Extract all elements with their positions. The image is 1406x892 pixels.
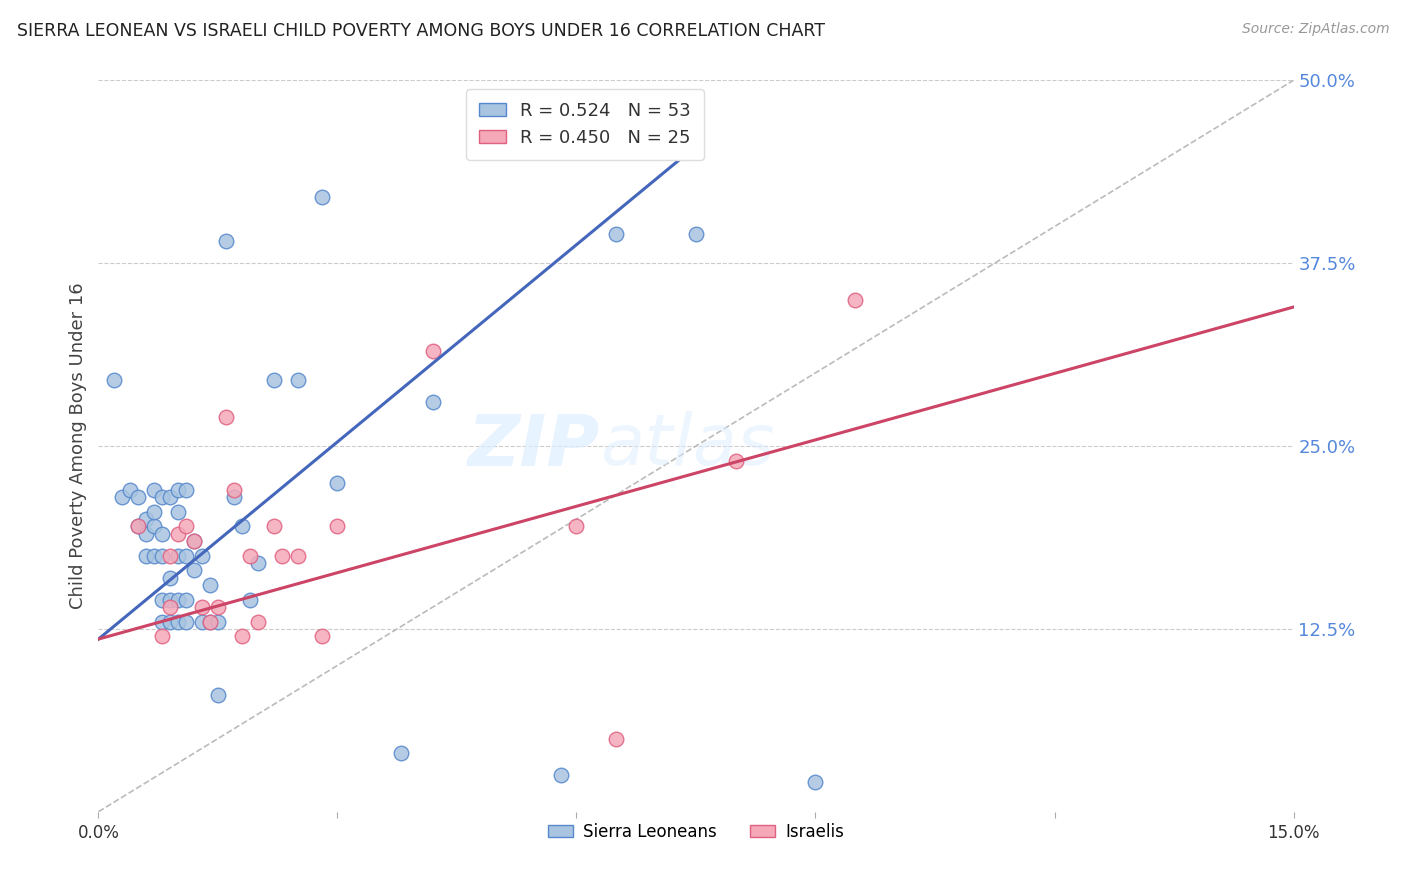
Point bbox=[198, 578, 221, 592]
Point bbox=[150, 615, 173, 629]
Point bbox=[183, 563, 205, 577]
Point bbox=[191, 615, 214, 629]
Point bbox=[326, 519, 349, 533]
Point bbox=[231, 629, 253, 643]
Point bbox=[422, 343, 444, 358]
Point bbox=[270, 549, 292, 563]
Point bbox=[167, 592, 190, 607]
Point bbox=[311, 190, 333, 204]
Point bbox=[135, 526, 157, 541]
Point bbox=[159, 592, 181, 607]
Point bbox=[246, 615, 269, 629]
Point bbox=[222, 483, 245, 497]
Point bbox=[127, 490, 149, 504]
Point bbox=[159, 571, 181, 585]
Point bbox=[311, 629, 333, 643]
Point bbox=[127, 519, 149, 533]
Point bbox=[159, 490, 181, 504]
Point bbox=[231, 519, 253, 533]
Point bbox=[127, 519, 149, 533]
Point bbox=[159, 599, 181, 614]
Point bbox=[191, 549, 214, 563]
Point bbox=[150, 629, 173, 643]
Text: ZIP: ZIP bbox=[468, 411, 600, 481]
Point bbox=[174, 549, 197, 563]
Point bbox=[167, 615, 190, 629]
Point bbox=[550, 768, 572, 782]
Point bbox=[159, 549, 181, 563]
Point bbox=[174, 592, 197, 607]
Point bbox=[111, 490, 134, 504]
Point bbox=[103, 373, 125, 387]
Point bbox=[565, 519, 588, 533]
Point bbox=[263, 373, 285, 387]
Point bbox=[183, 534, 205, 549]
Point bbox=[143, 549, 166, 563]
Point bbox=[207, 688, 229, 702]
Point bbox=[191, 599, 214, 614]
Point bbox=[263, 519, 285, 533]
Point bbox=[183, 534, 205, 549]
Legend: Sierra Leoneans, Israelis: Sierra Leoneans, Israelis bbox=[541, 816, 851, 847]
Point bbox=[135, 549, 157, 563]
Point bbox=[287, 373, 309, 387]
Point bbox=[222, 490, 245, 504]
Point bbox=[685, 227, 707, 241]
Point bbox=[174, 483, 197, 497]
Point bbox=[239, 549, 262, 563]
Point bbox=[167, 483, 190, 497]
Point bbox=[143, 519, 166, 533]
Point bbox=[174, 519, 197, 533]
Point bbox=[174, 615, 197, 629]
Point bbox=[167, 505, 190, 519]
Point bbox=[215, 409, 238, 424]
Point bbox=[246, 556, 269, 570]
Point bbox=[804, 775, 827, 789]
Point bbox=[198, 615, 221, 629]
Text: SIERRA LEONEAN VS ISRAELI CHILD POVERTY AMONG BOYS UNDER 16 CORRELATION CHART: SIERRA LEONEAN VS ISRAELI CHILD POVERTY … bbox=[17, 22, 825, 40]
Point bbox=[605, 227, 627, 241]
Point bbox=[287, 549, 309, 563]
Point bbox=[844, 293, 866, 307]
Point bbox=[605, 731, 627, 746]
Point bbox=[422, 395, 444, 409]
Point bbox=[143, 505, 166, 519]
Point bbox=[143, 483, 166, 497]
Point bbox=[326, 475, 349, 490]
Point bbox=[724, 453, 747, 467]
Point bbox=[389, 746, 412, 760]
Point bbox=[239, 592, 262, 607]
Point bbox=[167, 549, 190, 563]
Point bbox=[135, 512, 157, 526]
Point bbox=[198, 615, 221, 629]
Y-axis label: Child Poverty Among Boys Under 16: Child Poverty Among Boys Under 16 bbox=[69, 283, 87, 609]
Point bbox=[150, 549, 173, 563]
Point bbox=[150, 490, 173, 504]
Point bbox=[207, 599, 229, 614]
Point bbox=[215, 234, 238, 248]
Point bbox=[207, 615, 229, 629]
Point bbox=[150, 526, 173, 541]
Point bbox=[167, 526, 190, 541]
Text: Source: ZipAtlas.com: Source: ZipAtlas.com bbox=[1241, 22, 1389, 37]
Point bbox=[120, 483, 142, 497]
Text: atlas: atlas bbox=[600, 411, 775, 481]
Point bbox=[159, 615, 181, 629]
Point bbox=[150, 592, 173, 607]
